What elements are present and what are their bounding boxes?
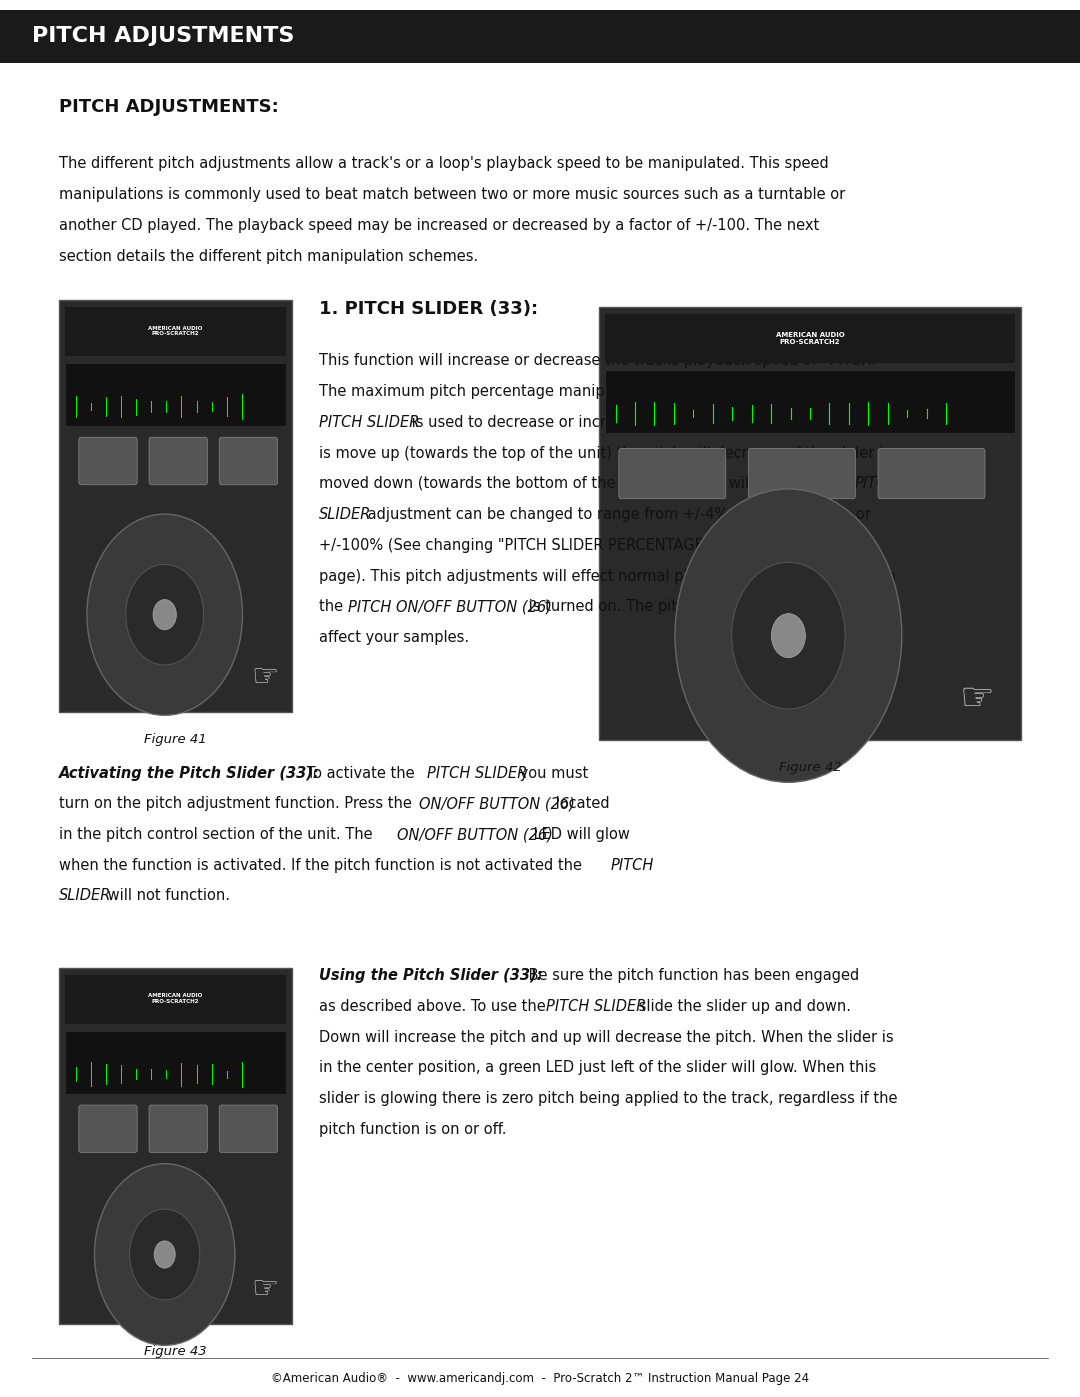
Text: PITCH ADJUSTMENTS: PITCH ADJUSTMENTS	[32, 27, 295, 46]
Text: is move up (towards the top of the unit) the pitch will decrease, if the slider : is move up (towards the top of the unit)…	[319, 446, 891, 461]
Text: The different pitch adjustments allow a track's or a loop's playback speed to be: The different pitch adjustments allow a …	[59, 156, 829, 172]
Text: will not function.: will not function.	[104, 888, 230, 904]
Text: PITCH SLIDER: PITCH SLIDER	[427, 766, 527, 781]
Text: you must: you must	[515, 766, 588, 781]
FancyBboxPatch shape	[79, 437, 137, 485]
FancyBboxPatch shape	[605, 370, 1015, 433]
Text: PITCH SLIDER: PITCH SLIDER	[319, 415, 419, 430]
Text: Figure 43: Figure 43	[145, 1345, 206, 1358]
Text: AMERICAN AUDIO
PRO-SCRATCH2: AMERICAN AUDIO PRO-SCRATCH2	[775, 331, 845, 345]
Text: LED will glow: LED will glow	[529, 827, 631, 842]
Text: PITCH: PITCH	[854, 476, 899, 492]
Text: Using the Pitch Slider (33):: Using the Pitch Slider (33):	[319, 968, 542, 983]
Text: Figure 41: Figure 41	[145, 733, 206, 746]
Text: ©American Audio®  -  www.americandj.com  -  Pro-Scratch 2™ Instruction Manual Pa: ©American Audio® - www.americandj.com - …	[271, 1372, 809, 1384]
Circle shape	[675, 489, 902, 782]
Circle shape	[86, 514, 243, 715]
FancyBboxPatch shape	[59, 300, 292, 712]
FancyBboxPatch shape	[878, 448, 985, 499]
FancyBboxPatch shape	[149, 1105, 207, 1153]
FancyBboxPatch shape	[79, 1105, 137, 1153]
FancyBboxPatch shape	[619, 448, 726, 499]
Text: is used to decrease or increase the playback pitch. If the slider: is used to decrease or increase the play…	[407, 415, 873, 430]
Text: as described above. To use the: as described above. To use the	[319, 999, 550, 1014]
Circle shape	[153, 599, 176, 630]
FancyBboxPatch shape	[748, 448, 855, 499]
Text: in the center position, a green LED just left of the slider will glow. When this: in the center position, a green LED just…	[319, 1060, 876, 1076]
FancyBboxPatch shape	[0, 10, 1080, 63]
Text: ☞: ☞	[251, 1275, 279, 1303]
Text: is turned on. The pitch adjustments will not: is turned on. The pitch adjustments will…	[524, 599, 849, 615]
Text: located: located	[552, 796, 610, 812]
FancyBboxPatch shape	[605, 314, 1015, 363]
Text: the: the	[319, 599, 348, 615]
Text: PITCH ON/OFF BUTTON (26): PITCH ON/OFF BUTTON (26)	[348, 599, 552, 615]
Text: slider is glowing there is zero pitch being applied to the track, regardless if : slider is glowing there is zero pitch be…	[319, 1091, 897, 1106]
Text: PITCH SLIDER: PITCH SLIDER	[546, 999, 647, 1014]
Text: AMERICAN AUDIO
PRO-SCRATCH2: AMERICAN AUDIO PRO-SCRATCH2	[148, 326, 203, 337]
FancyBboxPatch shape	[219, 1105, 278, 1153]
Circle shape	[154, 1241, 175, 1268]
Text: Activating the Pitch Slider (33):: Activating the Pitch Slider (33):	[59, 766, 320, 781]
Circle shape	[125, 564, 203, 665]
Text: To activate the: To activate the	[301, 766, 419, 781]
Text: Figure 42: Figure 42	[779, 761, 841, 774]
Text: manipulations is commonly used to beat match between two or more music sources s: manipulations is commonly used to beat m…	[59, 187, 846, 203]
FancyBboxPatch shape	[59, 968, 292, 1324]
Text: in the pitch control section of the unit. The: in the pitch control section of the unit…	[59, 827, 378, 842]
Text: turn on the pitch adjustment function. Press the: turn on the pitch adjustment function. P…	[59, 796, 417, 812]
Text: AMERICAN AUDIO
PRO-SCRATCH2: AMERICAN AUDIO PRO-SCRATCH2	[148, 993, 203, 1004]
Circle shape	[130, 1210, 200, 1301]
Text: moved down (towards the bottom of the unit) the pitch will increase. The: moved down (towards the bottom of the un…	[319, 476, 861, 492]
Text: affect your samples.: affect your samples.	[319, 630, 469, 645]
Text: PITCH: PITCH	[610, 858, 653, 873]
Text: ☞: ☞	[960, 679, 995, 718]
Text: The maximum pitch percentage manipulation in this function is +/-100%. The: The maximum pitch percentage manipulatio…	[319, 384, 891, 400]
Text: adjustment can be changed to range from +/-4%, +/-8%, +/-16%, or: adjustment can be changed to range from …	[363, 507, 870, 522]
Text: This function will increase or decrease the tracks playback speed or "PITCH.": This function will increase or decrease …	[319, 353, 882, 369]
FancyBboxPatch shape	[65, 975, 286, 1024]
Text: PITCH ADJUSTMENTS:: PITCH ADJUSTMENTS:	[59, 98, 279, 116]
Text: ON/OFF BUTTON (26): ON/OFF BUTTON (26)	[397, 827, 553, 842]
Text: SLIDER: SLIDER	[59, 888, 111, 904]
Text: another CD played. The playback speed may be increased or decreased by a factor : another CD played. The playback speed ma…	[59, 218, 820, 233]
FancyBboxPatch shape	[219, 437, 278, 485]
Text: ON/OFF BUTTON (26): ON/OFF BUTTON (26)	[419, 796, 576, 812]
Circle shape	[95, 1164, 235, 1345]
FancyBboxPatch shape	[65, 1031, 286, 1094]
FancyBboxPatch shape	[599, 307, 1021, 740]
Circle shape	[771, 613, 806, 658]
Text: Be sure the pitch function has been engaged: Be sure the pitch function has been enga…	[524, 968, 860, 983]
FancyBboxPatch shape	[65, 307, 286, 356]
Text: 1. PITCH SLIDER (33):: 1. PITCH SLIDER (33):	[319, 300, 538, 319]
FancyBboxPatch shape	[149, 437, 207, 485]
Text: page). This pitch adjustments will effect normal playback and loops only when: page). This pitch adjustments will effec…	[319, 569, 895, 584]
FancyBboxPatch shape	[65, 363, 286, 426]
Text: section details the different pitch manipulation schemes.: section details the different pitch mani…	[59, 249, 478, 264]
Circle shape	[731, 563, 846, 710]
Text: +/-100% (See changing "PITCH SLIDER PERCENTAGE RANGE" on the next: +/-100% (See changing "PITCH SLIDER PERC…	[319, 538, 854, 553]
Text: Down will increase the pitch and up will decrease the pitch. When the slider is: Down will increase the pitch and up will…	[319, 1030, 893, 1045]
Text: pitch function is on or off.: pitch function is on or off.	[319, 1122, 507, 1137]
Text: when the function is activated. If the pitch function is not activated the: when the function is activated. If the p…	[59, 858, 588, 873]
Text: ☞: ☞	[251, 664, 279, 692]
Text: slide the slider up and down.: slide the slider up and down.	[634, 999, 851, 1014]
Text: SLIDER: SLIDER	[319, 507, 370, 522]
